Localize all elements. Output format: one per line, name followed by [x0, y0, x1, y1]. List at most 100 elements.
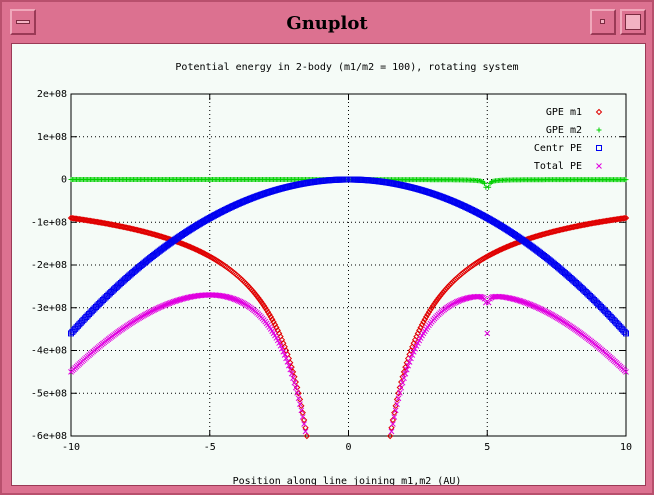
data-point: [151, 307, 158, 313]
data-point: [431, 300, 438, 307]
data-point: [300, 416, 308, 424]
legend-label: GPE m2: [546, 125, 582, 136]
data-point: [509, 241, 516, 248]
data-point: [620, 215, 627, 222]
data-point: [428, 304, 435, 311]
data-point: [396, 384, 404, 391]
data-point: [506, 242, 513, 250]
data-point: [481, 180, 487, 186]
data-point: [538, 306, 545, 313]
data-point: [510, 240, 517, 248]
data-point: [196, 248, 204, 255]
data-point: [386, 432, 394, 440]
series-total-pe: [68, 292, 629, 435]
x-tick-label: 10: [620, 442, 632, 453]
data-point: [502, 244, 509, 251]
data-point: [285, 362, 292, 369]
legend-label: Total PE: [534, 161, 582, 172]
data-point: [503, 243, 510, 251]
data-point: [406, 359, 413, 365]
x-tick-label: -10: [62, 442, 80, 453]
data-point: [484, 330, 491, 337]
y-tick-label: 1e+08: [37, 132, 67, 143]
data-point: [266, 311, 273, 318]
data-point: [388, 428, 395, 435]
data-point: [302, 428, 309, 435]
data-point: [395, 395, 402, 402]
x-tick-label: -5: [204, 442, 216, 453]
data-point: [427, 306, 434, 314]
data-point: [429, 302, 437, 309]
data-point: [432, 298, 440, 305]
data-point: [409, 352, 416, 358]
data-point: [287, 366, 294, 373]
data-point: [295, 395, 302, 402]
data-point: [410, 349, 417, 355]
legend: GPE m1 GPE m2 Centr PE Total PE: [534, 107, 603, 172]
data-point: [302, 424, 309, 431]
data-point: [262, 304, 269, 311]
data-point: [436, 292, 444, 300]
chart-title: Potential energy in 2-body (m1/m2 = 100)…: [175, 62, 518, 73]
data-point: [277, 342, 284, 349]
chart: Potential energy in 2-body (m1/m2 = 100)…: [31, 62, 632, 487]
minimize-icon: [600, 19, 605, 24]
data-point: [534, 304, 541, 311]
data-point: [622, 214, 630, 222]
data-point: [279, 345, 285, 352]
legend-label: Centr PE: [534, 143, 582, 154]
data-point: [621, 214, 628, 222]
data-point: [402, 370, 409, 377]
data-point: [401, 375, 407, 382]
data-point: [264, 308, 272, 316]
data-point: [284, 359, 291, 365]
data-point: [389, 416, 397, 424]
data-point: [236, 298, 242, 304]
axes: 2e+08 1e+08 0 -1e+08 -2e+08 -3e+08 -4e+08 -5e+0…: [31, 89, 632, 453]
data-point: [537, 305, 543, 312]
title-bar[interactable]: Gnuplot: [6, 5, 648, 41]
data-point: [443, 284, 451, 292]
data-point: [294, 389, 301, 396]
data-point: [301, 421, 307, 427]
data-point: [452, 299, 459, 306]
data-point: [394, 401, 400, 408]
data-point: [192, 246, 200, 253]
data-point: [497, 246, 505, 253]
data-point: [195, 247, 202, 254]
data-point: [283, 355, 289, 362]
data-point: [281, 352, 288, 358]
y-tick-label: -1e+08: [31, 217, 67, 228]
data-point: [511, 240, 519, 247]
data-point: [535, 305, 542, 311]
legend-marker: [596, 145, 602, 151]
y-tick-label: 0: [61, 175, 67, 186]
window-title: Gnuplot: [286, 13, 368, 34]
data-point: [260, 302, 268, 309]
data-point: [270, 318, 277, 326]
x-tick-label: 0: [345, 442, 351, 453]
data-point: [492, 248, 499, 256]
data-point: [263, 306, 270, 314]
y-tick-label: 2e+08: [37, 89, 67, 100]
window-menu-button[interactable]: [10, 9, 36, 35]
data-point: [398, 384, 405, 391]
maximize-button[interactable]: [620, 9, 646, 35]
data-point: [396, 390, 403, 396]
data-point: [403, 366, 410, 373]
data-point: [500, 244, 508, 252]
data-point: [194, 246, 201, 254]
data-point: [299, 409, 306, 416]
data-point: [399, 379, 406, 386]
legend-marker: [596, 127, 602, 133]
plot-area: Potential energy in 2-body (m1/m2 = 100)…: [11, 43, 646, 487]
data-point: [434, 296, 441, 303]
data-point: [438, 291, 445, 298]
y-tick-label: -4e+08: [31, 346, 67, 357]
y-tick-label: -6e+08: [31, 431, 67, 442]
legend-marker: [596, 163, 602, 169]
minimize-button[interactable]: [590, 9, 616, 35]
data-point: [623, 330, 629, 337]
legend-label: GPE m1: [546, 107, 582, 118]
data-point: [493, 248, 501, 255]
